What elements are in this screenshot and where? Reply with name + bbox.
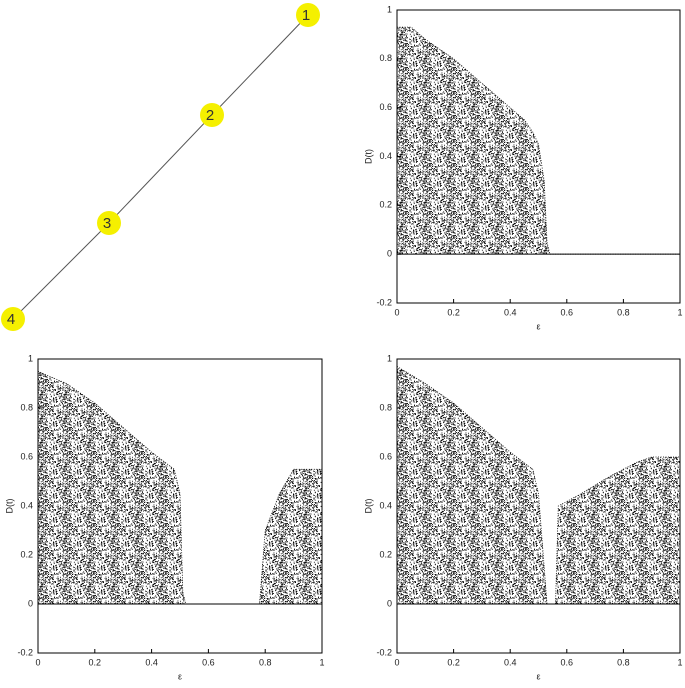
node-label: 2	[206, 107, 214, 124]
x-tick-label: 0	[35, 657, 40, 667]
envelope-line	[37, 370, 322, 605]
x-tick-label: 0.4	[504, 307, 517, 317]
edge	[211, 14, 309, 116]
y-tick-label: -0.2	[376, 297, 392, 307]
y-tick-label: 0	[387, 598, 392, 608]
y-tick-label: 1	[387, 4, 392, 14]
x-tick-label: 1	[677, 657, 682, 667]
x-axis-label: ε	[178, 671, 182, 681]
y-tick-label: -0.2	[376, 647, 392, 657]
x-axis-label: ε	[536, 321, 540, 331]
density-area	[397, 27, 680, 255]
x-tick-label: 0.6	[561, 307, 574, 317]
y-tick-label: 0.2	[379, 549, 392, 559]
edge	[12, 222, 110, 320]
y-axis-label: D(t)	[4, 499, 14, 514]
x-axis-label: ε	[536, 671, 540, 681]
node	[97, 211, 121, 235]
y-tick-label: -0.2	[17, 647, 33, 657]
x-tick-label: 0.6	[561, 657, 574, 667]
y-tick-label: 0.4	[379, 151, 392, 161]
density-area	[38, 371, 322, 604]
y-tick-label: 0.8	[379, 53, 392, 63]
x-tick-label: 0.4	[145, 657, 158, 667]
y-tick-label: 1	[28, 353, 33, 363]
y-tick-label: 0.6	[379, 451, 392, 461]
y-tick-label: 0.2	[379, 200, 392, 210]
network-diagram: 1 2 3 4	[1, 3, 320, 331]
node	[1, 307, 25, 331]
y-tick-label: 0.2	[20, 549, 33, 559]
x-tick-label: 0	[394, 307, 399, 317]
y-tick-label: 0	[387, 249, 392, 259]
y-tick-label: 0.6	[379, 102, 392, 112]
node-label: 4	[7, 311, 15, 328]
y-tick-label: 0.4	[20, 500, 33, 510]
x-tick-label: 0.4	[504, 657, 517, 667]
y-tick-label: 1	[387, 353, 392, 363]
x-tick-label: 0.8	[617, 307, 630, 317]
y-axis-label: D(t)	[363, 149, 373, 164]
x-tick-label: 0.8	[259, 657, 272, 667]
x-tick-label: 1	[319, 657, 324, 667]
edge	[108, 114, 213, 224]
x-tick-label: 0.2	[447, 657, 460, 667]
y-axis-label: D(t)	[363, 499, 373, 514]
y-tick-label: 0.8	[20, 402, 33, 412]
x-tick-label: 0.8	[617, 657, 630, 667]
x-tick-label: 0.6	[202, 657, 215, 667]
node	[200, 103, 224, 127]
y-tick-label: 0	[28, 598, 33, 608]
density-area	[397, 366, 680, 604]
y-tick-label: 0.6	[20, 451, 33, 461]
x-tick-label: 1	[677, 307, 682, 317]
y-tick-label: 0.4	[379, 500, 392, 510]
node-label: 1	[302, 7, 310, 24]
node	[296, 3, 320, 27]
node-label: 3	[103, 215, 111, 232]
x-tick-label: 0.2	[89, 657, 102, 667]
x-tick-label: 0.2	[447, 307, 460, 317]
envelope-line	[397, 26, 680, 255]
x-tick-label: 0	[394, 657, 399, 667]
envelope-line	[396, 366, 680, 605]
y-tick-label: 0.8	[379, 402, 392, 412]
